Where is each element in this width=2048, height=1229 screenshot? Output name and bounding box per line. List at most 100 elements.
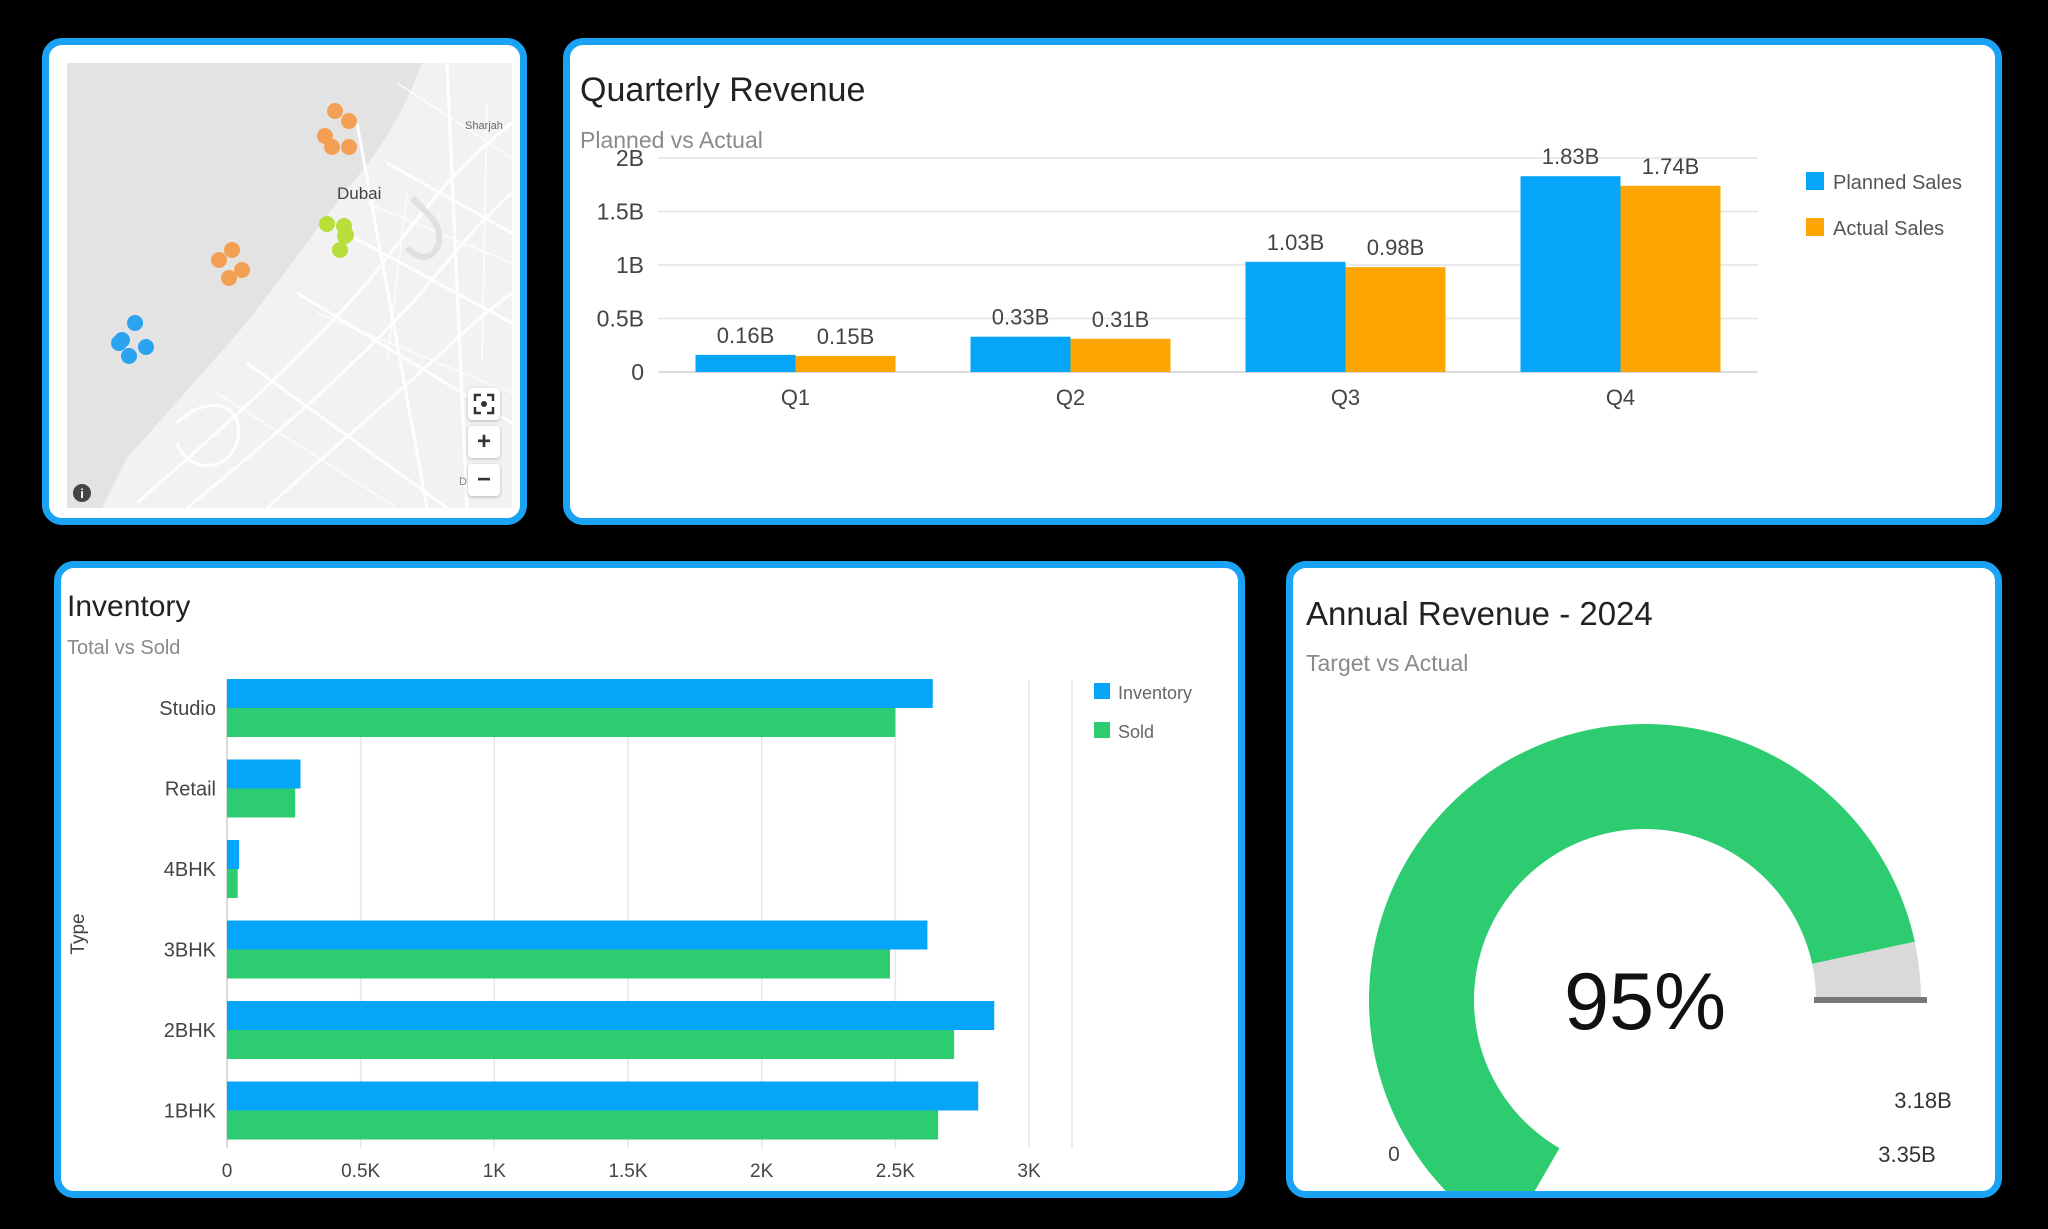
annual-gauge: 95% 0 3.18B 3.35B xyxy=(1369,724,1952,1191)
map-marker[interactable] xyxy=(138,339,154,355)
bar-sold xyxy=(227,1110,939,1140)
gauge-percent: 95% xyxy=(1564,957,1726,1047)
legend-swatch xyxy=(1094,683,1110,699)
bar-planned-sales xyxy=(1245,261,1346,372)
annual-revenue-card: Annual Revenue - 2024 Target vs Actual 9… xyxy=(1286,561,2002,1198)
gauge-remaining xyxy=(1812,941,1921,1000)
map-marker[interactable] xyxy=(319,216,335,232)
bar-sold xyxy=(227,788,296,818)
map-label-sharjah: Sharjah xyxy=(465,120,503,132)
x-tick-label: 0.5K xyxy=(341,1161,380,1182)
inventory-chart: 0 0.5K 1K 1.5K 2K 2.5K 3K Studio Retail 4BHK 3BHK 2… xyxy=(68,679,1192,1182)
y-tick-label: 2B xyxy=(616,145,644,171)
map-marker[interactable] xyxy=(324,139,340,155)
map-markers[interactable] xyxy=(111,103,357,364)
bar-actual-sales xyxy=(1345,267,1446,372)
gauge-target-label: 3.35B xyxy=(1878,1142,1936,1167)
gauge-value-label: 3.18B xyxy=(1894,1088,1952,1113)
map-marker[interactable] xyxy=(224,242,240,258)
map-attribution: D xyxy=(459,476,467,488)
quarterly-title: Quarterly Revenue xyxy=(580,71,866,109)
x-tick-label: 3K xyxy=(1017,1161,1041,1182)
x-tick-label: 2K xyxy=(750,1161,774,1182)
map-view[interactable]: Dubai Sharjah i D + − xyxy=(67,63,512,508)
inventory-subtitle: Total vs Sold xyxy=(67,637,181,659)
focus-glyph xyxy=(473,393,495,415)
data-label: 0.15B xyxy=(817,324,875,349)
gauge-min-label: 0 xyxy=(1388,1143,1400,1166)
y-tick-label: 2BHK xyxy=(164,1020,217,1042)
data-label: 1.03B xyxy=(1267,230,1325,255)
map-marker[interactable] xyxy=(111,335,127,351)
x-tick-label: Q1 xyxy=(781,385,810,410)
y-tick-label: 3BHK xyxy=(164,940,217,962)
bar-planned-sales xyxy=(970,336,1071,372)
y-tick-label: 1BHK xyxy=(164,1101,217,1123)
x-tick-label: 1.5K xyxy=(608,1161,647,1182)
legend-label: Inventory xyxy=(1118,683,1192,703)
bar-sold xyxy=(227,869,238,898)
bar-planned-sales xyxy=(695,354,796,372)
bar-inventory xyxy=(227,840,240,869)
quarterly-subtitle: Planned vs Actual xyxy=(580,127,763,153)
focus-icon[interactable] xyxy=(468,388,500,420)
y-tick-label: 4BHK xyxy=(164,859,217,881)
y-tick-label: 1B xyxy=(616,252,644,278)
map-marker[interactable] xyxy=(332,242,348,258)
info-icon[interactable]: i xyxy=(73,484,91,502)
bar-inventory xyxy=(227,679,933,708)
bar-sold xyxy=(227,708,896,737)
x-tick-label: Q4 xyxy=(1606,385,1635,410)
x-tick-label: 2.5K xyxy=(876,1161,915,1182)
bar-actual-sales xyxy=(1620,185,1721,372)
x-tick-label: 0 xyxy=(222,1161,233,1182)
map-marker[interactable] xyxy=(211,252,227,268)
y-tick-label: 0.5B xyxy=(597,306,644,332)
data-label: 0.31B xyxy=(1092,307,1150,332)
map-marker[interactable] xyxy=(341,113,357,129)
bar-inventory xyxy=(227,1001,995,1030)
map-marker[interactable] xyxy=(234,262,250,278)
bar-actual-sales xyxy=(1070,338,1171,372)
y-tick-label: Retail xyxy=(165,779,216,801)
bar-sold xyxy=(227,949,890,979)
data-label: 0.16B xyxy=(717,323,775,348)
y-tick-label: 0 xyxy=(631,359,644,385)
quarterly-revenue-card: Quarterly Revenue Planned vs Actual 0 0.5… xyxy=(563,38,2002,525)
map-label-dubai: Dubai xyxy=(337,184,381,203)
map-marker[interactable] xyxy=(337,228,353,244)
map-marker[interactable] xyxy=(327,103,343,119)
map-card: Dubai Sharjah i D + − xyxy=(42,38,527,525)
y-tick-label: Studio xyxy=(159,698,216,720)
data-label: 1.74B xyxy=(1642,154,1700,179)
annual-title: Annual Revenue - 2024 xyxy=(1306,595,1653,632)
data-label: 0.33B xyxy=(992,305,1050,330)
y-axis-label: Type xyxy=(68,913,89,954)
zoom-out-button[interactable]: − xyxy=(468,464,500,496)
y-tick-label: 1.5B xyxy=(597,199,644,225)
map-marker[interactable] xyxy=(121,348,137,364)
legend-swatch xyxy=(1806,172,1824,190)
quarterly-chart: 0 0.5B 1B 1.5B 2B Q1 0.16B 0.15B Q2 0.33B 0.31B Q3 1… xyxy=(597,144,1962,410)
annual-subtitle: Target vs Actual xyxy=(1306,650,1469,676)
map-canvas[interactable]: Dubai Sharjah i D xyxy=(67,63,512,508)
bar-inventory xyxy=(227,1081,979,1111)
inventory-card: Inventory Total vs Sold 0 0.5K 1K 1.5K 2K 2.5… xyxy=(54,561,1245,1198)
bar-planned-sales xyxy=(1520,176,1621,372)
map-marker[interactable] xyxy=(127,315,143,331)
gauge-fill xyxy=(1369,724,1915,1191)
zoom-in-button[interactable]: + xyxy=(468,426,500,458)
bar-inventory xyxy=(227,920,928,950)
inventory-title: Inventory xyxy=(67,590,191,623)
legend-swatch xyxy=(1094,722,1110,738)
legend-label: Sold xyxy=(1118,722,1154,742)
data-label: 1.83B xyxy=(1542,144,1600,169)
x-tick-label: 1K xyxy=(483,1161,507,1182)
bar-sold xyxy=(227,1030,955,1059)
x-tick-label: Q3 xyxy=(1331,385,1360,410)
svg-text:i: i xyxy=(80,486,84,501)
map-marker[interactable] xyxy=(341,139,357,155)
legend-label: Planned Sales xyxy=(1833,172,1962,194)
legend-swatch xyxy=(1806,218,1824,236)
map-marker[interactable] xyxy=(221,270,237,286)
